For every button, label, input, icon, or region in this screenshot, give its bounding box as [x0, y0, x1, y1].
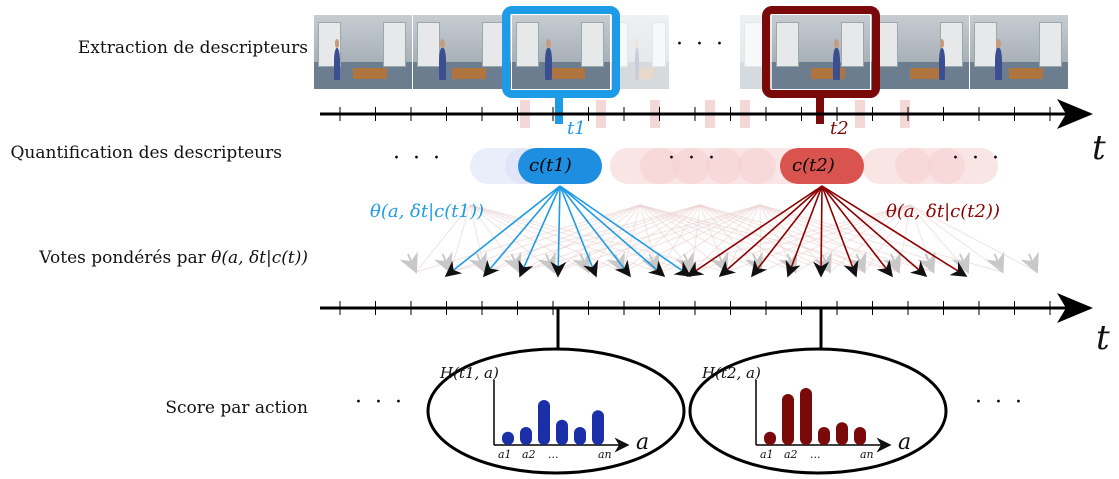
- time-axis-label-bottom: t: [1096, 318, 1110, 358]
- histogram-bar: [818, 427, 830, 445]
- histogram-bar: [592, 410, 604, 445]
- faded-arrowhead: [408, 254, 416, 272]
- histogram-bar: [800, 388, 812, 445]
- hist-tick-label: an: [598, 448, 612, 461]
- histogram-bar: [574, 427, 586, 445]
- hist-tick-label: ...: [548, 448, 559, 461]
- hist-tick-label: a2: [522, 448, 536, 461]
- t2-connector: [816, 96, 824, 124]
- hist-tick-label: an: [860, 448, 874, 461]
- clusters-ellipsis-middle: · · ·: [668, 146, 718, 171]
- histogram-bar: [520, 427, 532, 445]
- hist-t1-title: H(t1, a): [440, 364, 499, 382]
- histogram-bar: [854, 427, 866, 445]
- hist-t2-x-label: a: [898, 430, 911, 455]
- scores-ellipsis-left: · · ·: [355, 390, 405, 415]
- faded-arrowhead: [443, 254, 451, 272]
- hist-t2-title: H(t2, a): [702, 364, 761, 382]
- timeline-top-ticks: [340, 107, 1050, 121]
- hist-tick-label: a1: [760, 448, 774, 461]
- t2-vote-arrow: [788, 186, 822, 276]
- t1-time-label: t1: [567, 118, 586, 139]
- cluster-t2-label: c(t2): [792, 155, 835, 176]
- hist-tick-label: a1: [498, 448, 512, 461]
- faded-arrowhead: [1029, 254, 1037, 272]
- histogram-bar: [782, 394, 794, 445]
- t1-weight-label: θ(a, δt|c(t1)): [370, 201, 484, 222]
- faded-vote-arrow: [520, 205, 641, 272]
- histogram-bar: [836, 422, 848, 445]
- hist-tick-label: ...: [810, 448, 821, 461]
- histogram-bar: [556, 420, 568, 445]
- faded-vote-arrow: [623, 205, 640, 272]
- clusters-ellipsis-left: · · ·: [393, 146, 443, 171]
- t1-vote-arrow: [558, 186, 560, 276]
- histogram-bar: [764, 432, 776, 445]
- clusters-ellipsis-right: · · ·: [952, 146, 1002, 171]
- t2-vote-arrow: [821, 186, 822, 276]
- histogram-bar: [502, 432, 514, 445]
- hist-t1-x-label: a: [636, 430, 649, 455]
- t2-time-label: t2: [830, 118, 849, 139]
- histogram-bar: [538, 400, 550, 445]
- faded-vote-arrow: [760, 205, 761, 272]
- hist-tick-label: a2: [784, 448, 798, 461]
- t1-vote-arrow: [484, 186, 560, 276]
- cluster-t1-label: c(t1): [529, 155, 572, 176]
- t2-vote-arrow: [720, 186, 822, 276]
- scores-ellipsis-right: · · ·: [975, 390, 1025, 415]
- time-axis-label-top: t: [1092, 128, 1106, 168]
- t2-weight-label: θ(a, δt|c(t2)): [886, 201, 1000, 222]
- t1-connector: [555, 96, 563, 124]
- timeline-bottom-ticks: [340, 301, 1050, 315]
